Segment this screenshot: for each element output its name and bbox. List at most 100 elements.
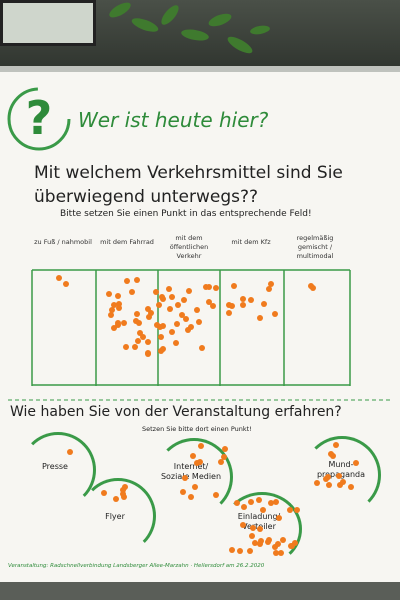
question-1-line-1: Mit welchem Verkehrsmittel sind Sie <box>34 163 343 183</box>
question-1-line-2: überwiegend unterwegs?? <box>34 187 259 207</box>
circle-internet <box>155 438 233 516</box>
sticker-dot <box>278 549 285 556</box>
sticker-dot <box>168 294 175 301</box>
sticker-dot <box>265 539 272 546</box>
sticker-dot <box>108 312 115 318</box>
sticker-dot <box>111 324 118 331</box>
sticker-dot <box>157 333 164 340</box>
sticker-dot <box>179 488 186 495</box>
sticker-dot <box>147 309 154 316</box>
circle-press <box>20 432 96 508</box>
column-label-car: mit dem Kfz <box>231 238 271 246</box>
sticker-dot <box>336 472 343 479</box>
sticker-dot <box>182 475 189 482</box>
sticker-dot <box>337 481 343 488</box>
sticker-dot <box>221 445 228 452</box>
sticker-dot <box>220 454 227 461</box>
sticker-dot <box>237 547 244 554</box>
sticker-dot <box>160 323 167 330</box>
sticker-dot <box>272 549 279 556</box>
sticker-dot <box>194 307 201 314</box>
sticker-dot <box>62 281 69 288</box>
sticker-dot <box>128 289 135 296</box>
sticker-dot <box>260 300 267 307</box>
sticker-dot <box>196 319 203 326</box>
sticker-dot <box>226 310 233 317</box>
sticker-dot <box>124 278 131 285</box>
sticker-dot <box>230 283 237 290</box>
sticker-dot <box>251 539 258 546</box>
sticker-dot <box>156 301 163 308</box>
sticker-dot <box>241 504 248 511</box>
sticker-dot <box>293 507 300 514</box>
sticker-dot <box>239 521 246 528</box>
sticker-dot <box>108 306 115 313</box>
sticker-dot <box>292 540 299 547</box>
sticker-dot <box>272 543 279 550</box>
sticker-dot <box>240 295 247 302</box>
sticker-dot <box>181 296 188 303</box>
sticker-dot <box>248 296 255 303</box>
sticker-dot <box>255 496 262 503</box>
sticker-dot <box>287 507 294 514</box>
sticker-dot <box>313 479 320 486</box>
sticker-dot <box>205 284 212 291</box>
sticker-dot <box>188 493 195 500</box>
sticker-dot <box>168 328 175 335</box>
sticker-dot <box>266 286 273 293</box>
sticker-dot <box>287 542 294 549</box>
sticker-dot <box>275 540 282 547</box>
sticker-dot <box>260 506 267 513</box>
sticker-dot <box>153 288 160 295</box>
sticker-dot <box>174 321 181 328</box>
column-label-bike: mit dem Fahrrad <box>100 238 154 246</box>
sticker-dot <box>136 330 143 337</box>
sticker-dot <box>197 442 204 449</box>
sticker-dot <box>273 499 280 506</box>
sticker-dot <box>353 459 360 466</box>
label-flyer: Flyer <box>105 512 125 521</box>
sticker-dot <box>332 441 339 448</box>
sticker-dot <box>257 526 264 533</box>
window <box>0 0 96 46</box>
footer: Veranstaltung: Radschnellverbindung Land… <box>8 563 265 569</box>
sticker-dot <box>240 302 247 309</box>
sticker-dot <box>193 459 200 466</box>
sticker-dot <box>249 533 256 540</box>
sticker-dot <box>247 498 254 505</box>
sticker-dot <box>256 314 263 321</box>
label-internet: Internet/ Soziale Medien <box>160 462 222 481</box>
sticker-dot <box>134 310 141 317</box>
sticker-dot <box>218 459 225 466</box>
sticker-dot <box>111 301 118 308</box>
sticker-dot <box>120 319 127 326</box>
sticker-dot <box>256 540 263 547</box>
column-label-public-transport: mit dem öffentlichen Verkehr <box>169 234 209 260</box>
plant <box>109 2 270 54</box>
poster-rail <box>0 66 400 72</box>
sticker-dot <box>101 490 108 497</box>
sticker-dot <box>114 321 121 328</box>
sticker-dot <box>190 453 197 460</box>
sticker-dot <box>119 487 126 494</box>
column-label-walk: zu Fuß / nahmobil <box>34 238 92 246</box>
sticker-dot <box>115 292 122 299</box>
sticker-dot <box>174 301 181 308</box>
instruction-1: Bitte setzen Sie einen Punkt in das ents… <box>60 209 312 219</box>
sticker-dot <box>132 317 139 324</box>
sticker-dot <box>166 285 173 292</box>
sticker-dot <box>173 340 180 347</box>
sticker-dot <box>340 479 347 485</box>
divider <box>8 399 392 401</box>
sticker-dot <box>184 326 191 333</box>
sticker-dot <box>121 494 128 501</box>
circle-flyer <box>80 478 156 554</box>
sticker-dot <box>179 312 186 319</box>
sticker-dot <box>198 344 205 351</box>
sticker-dot <box>325 482 332 489</box>
sticker-dot <box>268 499 275 506</box>
sticker-dot <box>233 500 240 507</box>
sticker-dot <box>115 305 122 312</box>
sticker-dot <box>115 300 122 307</box>
sticker-dot <box>122 344 129 351</box>
